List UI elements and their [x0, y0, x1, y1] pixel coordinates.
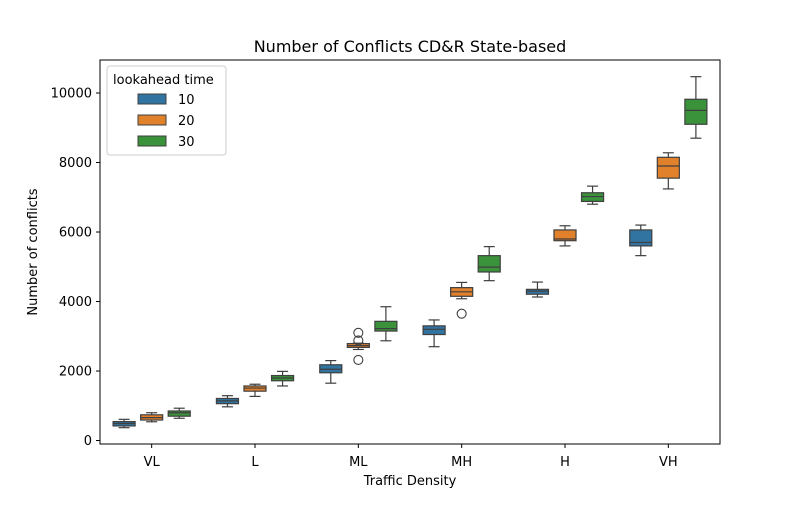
outlier-point: [456, 308, 467, 319]
y-axis: 0 2000 4000 6000 8000 10000: [51, 87, 100, 449]
box-30-L: [270, 370, 295, 387]
box-body: [656, 156, 680, 179]
x-tick-label: MH: [451, 455, 472, 470]
box-20-MH: [450, 281, 474, 319]
box-10-VH: [629, 224, 653, 257]
legend-swatch-20: [137, 114, 167, 126]
box-30-H: [580, 185, 605, 205]
box-body: [684, 98, 708, 125]
box-body: [525, 288, 550, 295]
box-30-VH: [684, 76, 708, 139]
legend-swatch-30: [137, 135, 167, 147]
box-10-H: [525, 281, 550, 298]
box-30-VL: [167, 407, 191, 419]
y-tick-label: 0: [84, 434, 92, 449]
box-body: [422, 325, 446, 336]
box-body: [374, 320, 398, 332]
y-axis-label: Number of conflicts: [26, 188, 41, 315]
box-body: [629, 229, 653, 247]
legend-label-20: 20: [178, 114, 195, 129]
box-body: [167, 410, 191, 417]
outlier-point: [353, 335, 364, 346]
box-20-L: [243, 383, 267, 397]
legend-swatch-10: [137, 93, 167, 105]
box-10-MH: [422, 319, 446, 348]
box-20-VH: [656, 152, 680, 190]
boxes-layer: [112, 76, 708, 429]
y-tick-label: 10000: [51, 87, 92, 102]
x-tick-label: H: [560, 455, 570, 470]
x-axis: VL L ML MH H VH: [144, 444, 678, 470]
box-20-ML: [346, 327, 370, 365]
box-10-L: [215, 395, 240, 408]
outlier-point: [353, 354, 364, 365]
box-body: [553, 229, 577, 242]
box-body: [477, 255, 501, 273]
legend: lookahead time 10 20 30: [106, 65, 227, 156]
legend-label-30: 30: [178, 135, 195, 150]
legend-title: lookahead time: [113, 73, 214, 88]
legend-frame: [106, 65, 227, 156]
chart-title: Number of Conflicts CD&R State-based: [254, 37, 567, 56]
box-10-ML: [319, 359, 343, 384]
box-20-H: [553, 225, 577, 247]
box-30-ML: [374, 306, 398, 342]
x-tick-label: VH: [659, 455, 678, 470]
box-10-VL: [112, 418, 136, 429]
y-tick-label: 2000: [59, 365, 92, 380]
box-20-VL: [140, 412, 164, 423]
legend-label-10: 10: [178, 93, 195, 108]
x-tick-label: ML: [349, 455, 368, 470]
box-30-MH: [477, 246, 501, 282]
x-axis-label: Traffic Density: [363, 474, 457, 489]
y-tick-label: 8000: [59, 156, 92, 171]
y-tick-label: 6000: [59, 226, 92, 241]
plot-frame: [99, 59, 721, 445]
x-tick-label: VL: [144, 455, 161, 470]
x-tick-label: L: [251, 455, 259, 470]
y-tick-label: 4000: [59, 295, 92, 310]
outlier-point: [353, 327, 364, 338]
